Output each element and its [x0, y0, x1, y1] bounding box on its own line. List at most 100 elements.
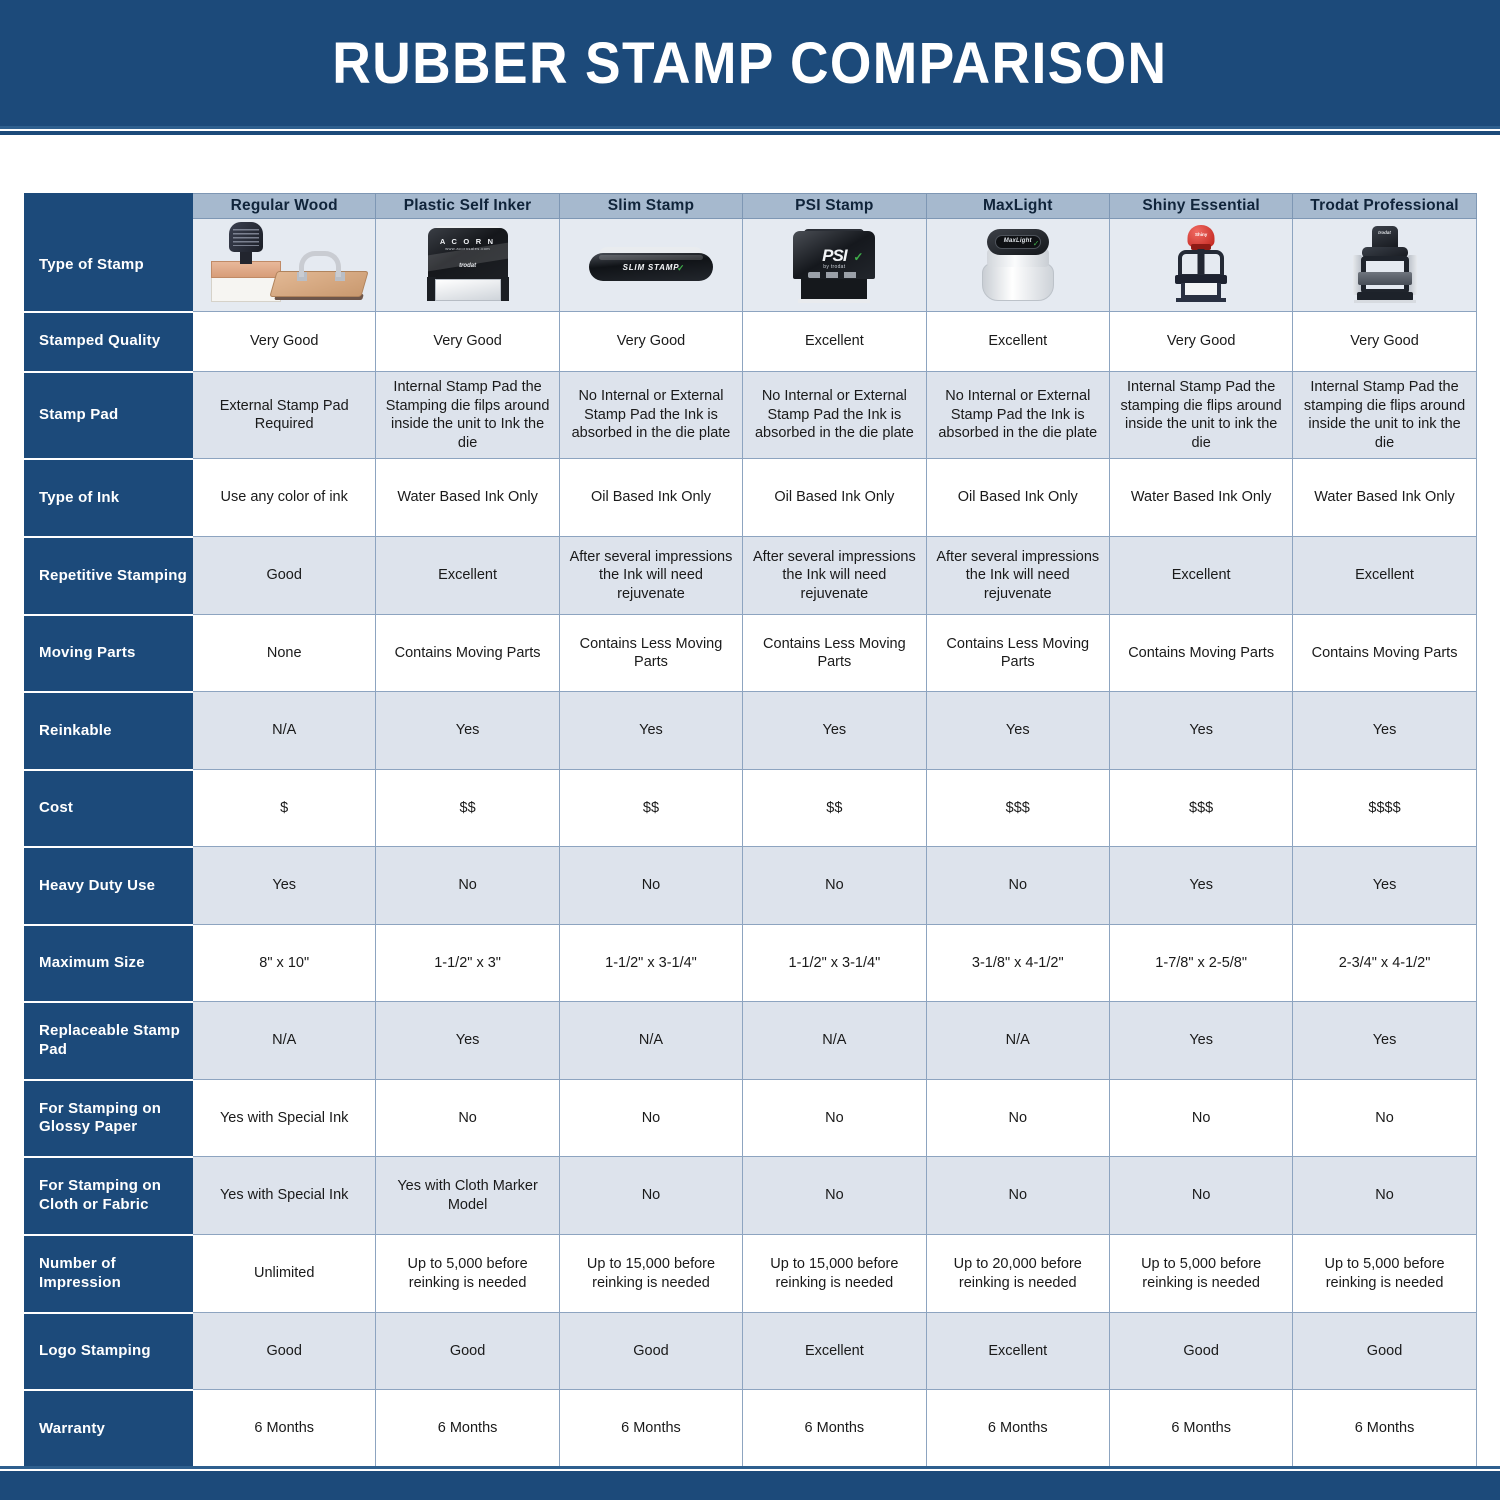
- table-row: Moving Parts None Contains Moving Parts Con…: [24, 613, 1477, 693]
- table-cell-shiny_essential: Good: [1108, 1312, 1294, 1391]
- table-cell-psi_stamp: No: [742, 1156, 927, 1236]
- row-label: Moving Parts: [24, 613, 193, 692]
- row-label: Cost: [24, 768, 193, 847]
- table-cell-regular_wood: Yes: [191, 846, 377, 926]
- stamp-image-cell-slim-stamp: SLIM STAMP ✓: [558, 218, 744, 312]
- table-cell-slim_stamp: No Internal or External Stamp Pad the In…: [558, 370, 744, 460]
- column-header-plastic-self-inker: Plastic Self Inker: [375, 193, 560, 219]
- banner-rule-bottom: [0, 131, 1500, 135]
- table-cell-shiny_essential: No: [1108, 1079, 1294, 1158]
- column-header-regular-wood: Regular Wood: [191, 193, 377, 219]
- row-label: Stamp Pad: [24, 370, 193, 459]
- table-cell-maxlight: After several impressions the Ink will n…: [925, 536, 1110, 616]
- row-label: For Stamping on Glossy Paper: [24, 1078, 193, 1157]
- table-cell-slim_stamp: 6 Months: [558, 1389, 744, 1469]
- table-cell-plastic_self_inker: Up to 5,000 before reinking is needed: [375, 1234, 560, 1314]
- table-cell-maxlight: N/A: [925, 1001, 1110, 1081]
- column-header-shiny-essential: Shiny Essential: [1108, 193, 1294, 219]
- trodat-maker-text: trodat: [459, 263, 477, 269]
- table-cell-trodat_professional: 6 Months: [1292, 1389, 1477, 1469]
- page-banner: RUBBER STAMP COMPARISON: [0, 0, 1500, 126]
- table-cell-regular_wood: None: [191, 614, 377, 693]
- table-cell-slim_stamp: Very Good: [558, 311, 744, 372]
- table-row: Stamped Quality Very Good Very Good Very Go…: [24, 310, 1477, 372]
- table-cell-maxlight: Oil Based Ink Only: [925, 458, 1110, 538]
- table-cell-shiny_essential: Yes: [1108, 1001, 1294, 1081]
- table-cell-maxlight: Yes: [925, 691, 1110, 771]
- table-cell-plastic_self_inker: No: [375, 846, 560, 926]
- table-row: Heavy Duty Use Yes No No No No Yes Yes: [24, 845, 1477, 926]
- table-cell-plastic_self_inker: $$: [375, 769, 560, 848]
- row-label: Maximum Size: [24, 923, 193, 1002]
- table-cell-plastic_self_inker: Yes: [375, 691, 560, 771]
- table-cell-maxlight: 3-1/8" x 4-1/2": [925, 924, 1110, 1003]
- table-cell-regular_wood: 6 Months: [191, 1389, 377, 1469]
- table-cell-slim_stamp: Contains Less Moving Parts: [558, 614, 744, 693]
- stamp-image-cell-regular-wood: [191, 218, 377, 312]
- trodat-professional-stamp-icon: trodat: [1293, 219, 1475, 311]
- table-cell-psi_stamp: Excellent: [742, 1312, 927, 1391]
- table-cell-shiny_essential: No: [1108, 1156, 1294, 1236]
- table-cell-trodat_professional: 2-3/4" x 4-1/2": [1292, 924, 1477, 1003]
- table-cell-slim_stamp: Yes: [558, 691, 744, 771]
- table-cell-trodat_professional: Yes: [1292, 846, 1477, 926]
- table-cell-trodat_professional: No: [1292, 1156, 1477, 1236]
- table-cell-slim_stamp: Good: [558, 1312, 744, 1391]
- stamp-image-cell-trodat-professional: trodat: [1292, 218, 1477, 312]
- table-row: Number of Impression Unlimited Up to 5,000…: [24, 1233, 1477, 1314]
- table-cell-shiny_essential: 1-7/8" x 2-5/8": [1108, 924, 1294, 1003]
- row-label: Logo Stamping: [24, 1311, 193, 1390]
- table-cell-plastic_self_inker: 6 Months: [375, 1389, 560, 1469]
- column-header-slim-stamp: Slim Stamp: [558, 193, 744, 219]
- table-cell-maxlight: Contains Less Moving Parts: [925, 614, 1110, 693]
- table-cell-slim_stamp: Up to 15,000 before reinking is needed: [558, 1234, 744, 1314]
- table-cell-shiny_essential: Very Good: [1108, 311, 1294, 372]
- table-cell-shiny_essential: Up to 5,000 before reinking is needed: [1108, 1234, 1294, 1314]
- table-cell-trodat_professional: Very Good: [1292, 311, 1477, 372]
- column-header-psi-stamp: PSI Stamp: [742, 193, 927, 219]
- row-label-type-of-stamp: Type of Stamp: [24, 218, 193, 312]
- table-corner-cell: [24, 193, 193, 219]
- table-cell-plastic_self_inker: Contains Moving Parts: [375, 614, 560, 693]
- table-row: Maximum Size 8" x 10" 1-1/2" x 3" 1-1/2" x …: [24, 923, 1477, 1003]
- maxlight-brand-text: MaxLight: [1003, 238, 1032, 244]
- table-row: Repetitive Stamping Good Excellent After se…: [24, 535, 1477, 616]
- row-label: Heavy Duty Use: [24, 845, 193, 925]
- table-cell-maxlight: No: [925, 846, 1110, 926]
- shiny-essential-stamp-icon: Shiny: [1110, 219, 1292, 311]
- footer-rule: [0, 1466, 1500, 1469]
- table-cell-psi_stamp: $$: [742, 769, 927, 848]
- table-cell-plastic_self_inker: 1-1/2" x 3": [375, 924, 560, 1003]
- slim-stamp-icon: SLIM STAMP ✓: [560, 219, 742, 311]
- psi-stamp-icon: PSI ✓ by trodat: [743, 219, 925, 311]
- table-cell-slim_stamp: No: [558, 1079, 744, 1158]
- stamp-image-cell-shiny-essential: Shiny: [1108, 218, 1294, 312]
- table-cell-slim_stamp: After several impressions the Ink will n…: [558, 536, 744, 616]
- trodat-brand-text: trodat: [1378, 230, 1391, 235]
- table-cell-plastic_self_inker: Yes with Cloth Marker Model: [375, 1156, 560, 1236]
- slim-stamp-check-icon: ✓: [676, 263, 685, 273]
- table-cell-psi_stamp: Up to 15,000 before reinking is needed: [742, 1234, 927, 1314]
- banner-rule-top: [0, 126, 1500, 129]
- table-cell-trodat_professional: Contains Moving Parts: [1292, 614, 1477, 693]
- page-title: RUBBER STAMP COMPARISON: [332, 30, 1168, 96]
- column-header-trodat-professional: Trodat Professional: [1292, 193, 1477, 219]
- table-cell-regular_wood: Yes with Special Ink: [191, 1079, 377, 1158]
- stamp-image-cell-plastic-self-inker: A C O R N www.acornsales.com trodat: [375, 218, 560, 312]
- table-cell-slim_stamp: No: [558, 1156, 744, 1236]
- table-cell-shiny_essential: Contains Moving Parts: [1108, 614, 1294, 693]
- row-label: For Stamping on Cloth or Fabric: [24, 1155, 193, 1235]
- table-row: Stamp Pad External Stamp Pad Required Inte…: [24, 370, 1477, 460]
- table-cell-regular_wood: N/A: [191, 691, 377, 771]
- wood-stamp-icon: [193, 219, 375, 311]
- table-cell-maxlight: Excellent: [925, 1312, 1110, 1391]
- table-cell-psi_stamp: N/A: [742, 1001, 927, 1081]
- page-footer-bar: [0, 1471, 1500, 1500]
- table-cell-plastic_self_inker: Internal Stamp Pad the Stamping die filp…: [375, 370, 560, 460]
- table-cell-maxlight: No: [925, 1079, 1110, 1158]
- row-label: Type of Ink: [24, 457, 193, 537]
- table-cell-plastic_self_inker: No: [375, 1079, 560, 1158]
- table-cell-trodat_professional: Water Based Ink Only: [1292, 458, 1477, 538]
- table-cell-psi_stamp: Yes: [742, 691, 927, 771]
- table-cell-regular_wood: Yes with Special Ink: [191, 1156, 377, 1236]
